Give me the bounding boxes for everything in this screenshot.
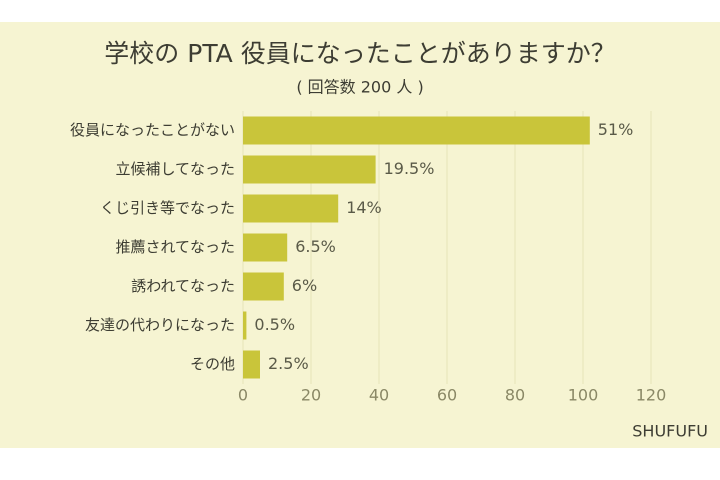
source: SHUFUFU [632, 422, 708, 441]
y-tick-label: 推薦されてなった [115, 238, 235, 256]
bar [243, 350, 260, 379]
bar [243, 233, 288, 262]
y-tick-label: 役員になったことがない [70, 121, 235, 139]
x-tick-label: 100 [568, 386, 599, 405]
x-tick-label: 20 [301, 386, 321, 405]
value-label: 19.5% [384, 159, 435, 178]
value-label: 2.5% [268, 354, 309, 373]
bar [243, 116, 590, 145]
x-tick-label: 0 [238, 386, 248, 405]
x-tick-label: 80 [505, 386, 525, 405]
value-label: 14% [346, 198, 382, 217]
value-label: 51% [598, 120, 634, 139]
bar [243, 272, 284, 301]
value-label: 6.5% [295, 237, 336, 256]
chart-title: 学校の PTA 役員になったことがありますか？ [104, 39, 615, 68]
bar [243, 311, 247, 340]
y-tick-label: 誘われてなった [131, 277, 235, 295]
background [0, 22, 720, 448]
chart-subtitle: ( 回答数 200 人 ) [296, 78, 423, 97]
y-tick-label: 立候補してなった [115, 160, 235, 178]
value-label: 6% [292, 276, 317, 295]
value-label: 0.5% [254, 315, 295, 334]
y-tick-label: その他 [190, 355, 235, 373]
x-tick-label: 40 [369, 386, 389, 405]
x-tick-label: 60 [437, 386, 457, 405]
bar [243, 155, 376, 184]
y-tick-label: くじ引き等でなった [100, 199, 235, 217]
bar [243, 194, 339, 223]
y-tick-label: 友達の代わりになった [85, 316, 235, 334]
x-tick-label: 120 [636, 386, 667, 405]
